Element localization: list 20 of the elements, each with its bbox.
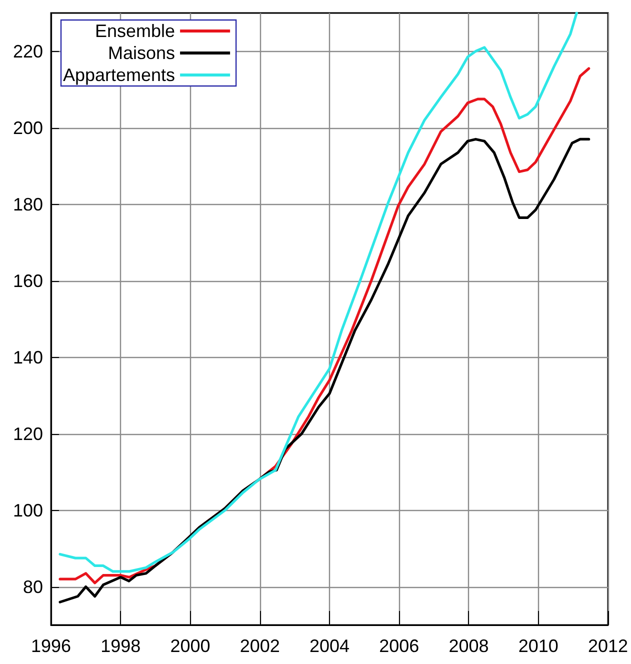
- x-tick-label: 2002: [240, 636, 280, 656]
- y-tick-label: 80: [22, 576, 43, 597]
- y-tick-label: 120: [12, 424, 43, 444]
- x-tick-label: 2010: [518, 636, 558, 656]
- x-tick-label: 2004: [309, 636, 350, 656]
- x-tick-label: 1996: [30, 636, 72, 656]
- x-tick-label: 2012: [588, 636, 628, 656]
- y-tick-label: 140: [12, 347, 43, 368]
- x-tick-label: 2006: [379, 636, 420, 656]
- legend-label: Appartements: [63, 65, 176, 85]
- y-tick-label: 220: [12, 41, 43, 62]
- legend-label: Maisons: [108, 43, 176, 63]
- x-tick-label: 2008: [448, 636, 489, 656]
- y-tick-label: 180: [12, 194, 43, 214]
- x-tick-label: 2000: [170, 636, 210, 656]
- y-tick-label: 200: [12, 118, 43, 138]
- legend-label: Ensemble: [95, 21, 176, 41]
- y-tick-label: 160: [12, 270, 43, 291]
- y-tick-label: 100: [12, 500, 43, 520]
- x-tick-label: 1998: [100, 636, 141, 656]
